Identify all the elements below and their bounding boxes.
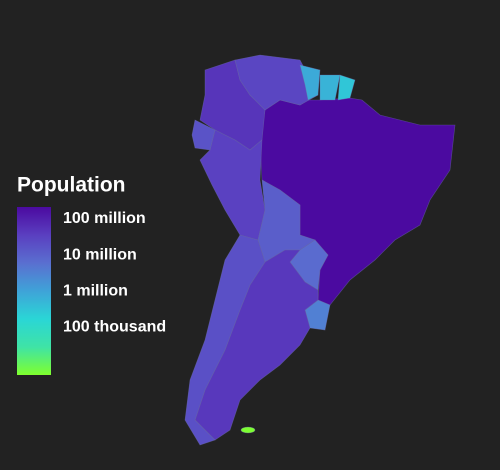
region	[234, 54, 319, 111]
legend-tick-label: 100 million	[63, 210, 146, 227]
region	[319, 74, 341, 101]
region	[337, 74, 356, 101]
legend-tick-label: 1 million	[63, 282, 128, 299]
region	[299, 64, 321, 101]
legend-title: Population	[17, 174, 126, 197]
region	[184, 234, 266, 446]
legend-tick-label: 10 million	[63, 246, 137, 263]
region	[240, 426, 256, 434]
legend-tick-label: 100 thousand	[63, 318, 166, 335]
legend-bar	[17, 207, 51, 375]
region	[191, 119, 216, 151]
